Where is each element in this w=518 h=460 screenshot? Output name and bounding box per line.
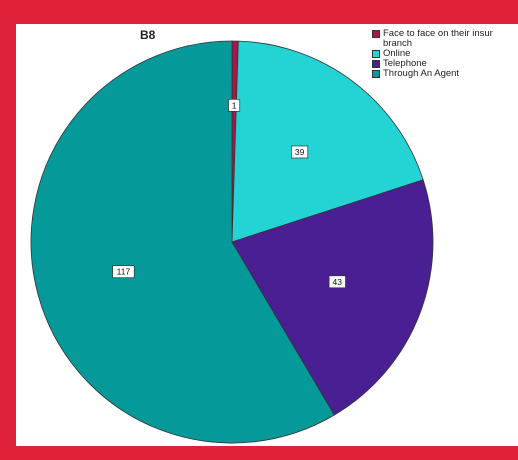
chart-title: B8: [140, 28, 156, 42]
legend-label: Telephone: [383, 58, 427, 69]
slice-value-label: 39: [291, 145, 309, 159]
legend-item-through-an-agent: Through An Agent: [372, 69, 518, 79]
slice-value-label: 1: [228, 98, 241, 112]
svg-text:117: 117: [117, 267, 131, 277]
legend-item-face-to-face: Face to face on their insur branch: [372, 29, 518, 49]
legend-label: Through An Agent: [383, 68, 460, 79]
legend-item-online: Online: [372, 49, 518, 59]
slice-value-label: 43: [328, 275, 346, 289]
legend-item-telephone: Telephone: [372, 59, 518, 69]
legend: Face to face on their insur branch Onlin…: [372, 29, 518, 79]
svg-text:1: 1: [232, 100, 237, 110]
svg-text:43: 43: [333, 277, 343, 287]
pie-slice: [30, 40, 335, 444]
svg-text:39: 39: [295, 147, 305, 157]
legend-swatch: [372, 50, 380, 58]
chart-panel: B8 1 39 43 117 Face to face on their insur …: [16, 24, 518, 446]
slice-value-label: 117: [112, 265, 135, 279]
pie-slice: [231, 179, 434, 416]
legend-label: Online: [383, 48, 411, 59]
legend-swatch: [372, 30, 380, 38]
legend-swatch: [372, 70, 380, 78]
pie-slice: [231, 40, 424, 243]
legend-label: Face to face on their insur branch: [383, 28, 493, 49]
pie-chart: 1 39 43 117: [30, 40, 434, 444]
legend-swatch: [372, 60, 380, 68]
